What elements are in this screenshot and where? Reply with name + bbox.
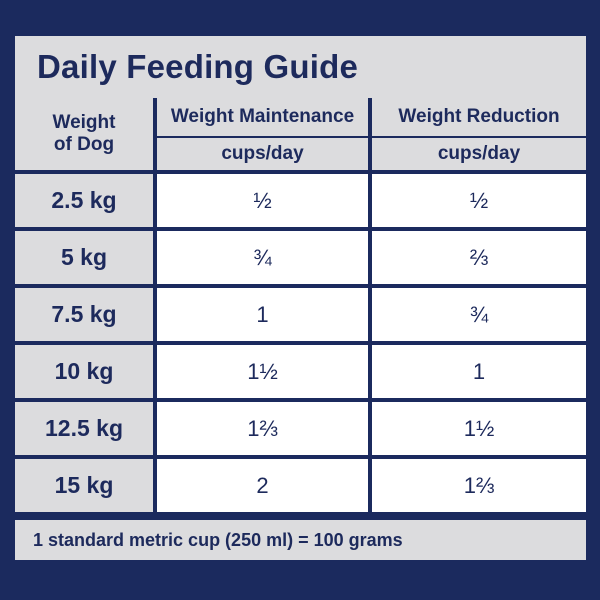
header-weight-line2: of Dog bbox=[53, 134, 115, 155]
reduction-cell: 1 bbox=[370, 341, 586, 400]
maintenance-cell: 1⅔ bbox=[155, 398, 372, 457]
reduction-cell: ⅔ bbox=[370, 227, 586, 286]
header-maintenance-unit: cups/day bbox=[155, 137, 372, 172]
title-bar: Daily Feeding Guide bbox=[15, 36, 586, 101]
maintenance-cell: 2 bbox=[155, 455, 372, 512]
table-row: 12.5 kg 1⅔ 1½ bbox=[15, 398, 586, 457]
table-row: 2.5 kg ½ ½ bbox=[15, 170, 586, 229]
maintenance-cell: 1 bbox=[155, 284, 372, 343]
header-weight-reduction: Weight Reduction bbox=[370, 98, 586, 138]
weight-cell: 5 kg bbox=[15, 227, 157, 286]
reduction-cell: 1½ bbox=[370, 398, 586, 457]
footer-note: 1 standard metric cup (250 ml) = 100 gra… bbox=[33, 530, 403, 550]
maintenance-cell: ¾ bbox=[155, 227, 372, 286]
page-title: Daily Feeding Guide bbox=[37, 48, 359, 85]
reduction-cell: ¾ bbox=[370, 284, 586, 343]
table-row: 15 kg 2 1⅔ bbox=[15, 455, 586, 512]
reduction-cell: 1⅔ bbox=[370, 455, 586, 512]
maintenance-cell: 1½ bbox=[155, 341, 372, 400]
weight-cell: 12.5 kg bbox=[15, 398, 157, 457]
weight-cell: 2.5 kg bbox=[15, 170, 157, 229]
header-reduction-unit: cups/day bbox=[370, 137, 586, 172]
maintenance-cell: ½ bbox=[155, 170, 372, 229]
footer-note-bar: 1 standard metric cup (250 ml) = 100 gra… bbox=[15, 520, 586, 560]
header-weight-of-dog: Weight of Dog bbox=[15, 98, 157, 172]
table-row: 5 kg ¾ ⅔ bbox=[15, 227, 586, 286]
table-row: 7.5 kg 1 ¾ bbox=[15, 284, 586, 343]
table-row: 10 kg 1½ 1 bbox=[15, 341, 586, 400]
reduction-cell: ½ bbox=[370, 170, 586, 229]
header-weight-line1: Weight bbox=[52, 112, 116, 133]
weight-cell: 15 kg bbox=[15, 455, 157, 512]
feeding-table: Weight of Dog Weight Maintenance Weight … bbox=[15, 98, 586, 512]
weight-cell: 10 kg bbox=[15, 341, 157, 400]
weight-cell: 7.5 kg bbox=[15, 284, 157, 343]
header-weight-maintenance: Weight Maintenance bbox=[155, 98, 372, 138]
